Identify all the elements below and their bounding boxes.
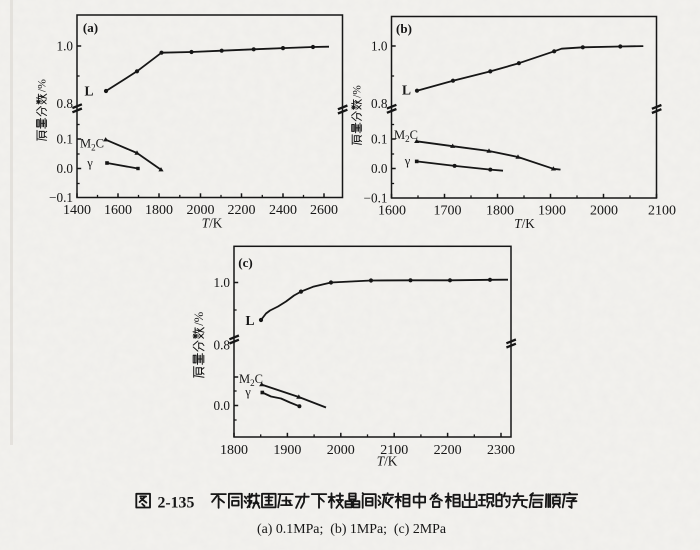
svg-text:2600: 2600 bbox=[310, 203, 338, 218]
svg-text:2000: 2000 bbox=[327, 443, 355, 458]
svg-text:0.8: 0.8 bbox=[214, 337, 231, 352]
svg-text:2200: 2200 bbox=[228, 203, 256, 218]
svg-text:(a) 0.1MPa; (b) 1MPa; (c) 2M: (a) 0.1MPa; (b) 1MPa; (c) 2MPa bbox=[257, 522, 446, 537]
svg-text:γ: γ bbox=[86, 156, 93, 170]
svg-text:/%: /% bbox=[192, 311, 206, 325]
svg-text:γ: γ bbox=[404, 154, 411, 168]
svg-text:1800: 1800 bbox=[145, 203, 173, 218]
svg-text:/%: /% bbox=[35, 79, 49, 92]
svg-text:1.0: 1.0 bbox=[371, 38, 388, 53]
svg-text:/%: /% bbox=[351, 85, 363, 98]
svg-text:2000: 2000 bbox=[187, 203, 215, 218]
svg-text:1700: 1700 bbox=[434, 204, 462, 219]
svg-text:γ: γ bbox=[244, 385, 251, 399]
svg-text:2000: 2000 bbox=[590, 204, 618, 219]
svg-text:(c): (c) bbox=[238, 255, 252, 270]
svg-text:T/K: T/K bbox=[377, 454, 398, 469]
svg-text:L: L bbox=[245, 313, 254, 328]
svg-text:(b): (b) bbox=[396, 21, 412, 36]
svg-text:M2C: M2C bbox=[80, 137, 104, 153]
svg-text:0.0: 0.0 bbox=[371, 161, 388, 176]
svg-text:2-135: 2-135 bbox=[158, 495, 195, 512]
svg-text:−0.1: −0.1 bbox=[364, 190, 388, 205]
svg-text:0.8: 0.8 bbox=[371, 96, 388, 111]
svg-text:M2C: M2C bbox=[239, 372, 263, 388]
svg-text:1900: 1900 bbox=[538, 204, 566, 219]
svg-text:(a): (a) bbox=[83, 20, 98, 35]
svg-text:M2C: M2C bbox=[394, 128, 418, 144]
svg-text:2200: 2200 bbox=[434, 443, 462, 458]
svg-text:1800: 1800 bbox=[486, 204, 514, 219]
svg-text:1.0: 1.0 bbox=[214, 275, 231, 290]
svg-text:0.0: 0.0 bbox=[57, 161, 74, 176]
svg-text:1900: 1900 bbox=[273, 443, 301, 458]
svg-text:1400: 1400 bbox=[63, 203, 91, 218]
svg-text:L: L bbox=[402, 83, 411, 98]
svg-text:1600: 1600 bbox=[378, 204, 406, 219]
svg-text:0.0: 0.0 bbox=[214, 398, 231, 413]
svg-text:T/K: T/K bbox=[202, 216, 223, 231]
svg-text:0.1: 0.1 bbox=[57, 131, 73, 146]
svg-text:L: L bbox=[84, 84, 93, 99]
svg-text:2100: 2100 bbox=[380, 443, 408, 458]
svg-text:1800: 1800 bbox=[220, 443, 248, 458]
svg-text:2300: 2300 bbox=[487, 443, 515, 458]
svg-text:2100: 2100 bbox=[648, 204, 676, 219]
svg-text:0.1: 0.1 bbox=[371, 131, 387, 146]
svg-text:T/K: T/K bbox=[514, 216, 535, 231]
svg-text:0.8: 0.8 bbox=[57, 96, 74, 111]
svg-text:−0.1: −0.1 bbox=[49, 190, 73, 205]
svg-text:1.0: 1.0 bbox=[57, 38, 74, 53]
svg-text:1600: 1600 bbox=[104, 203, 132, 218]
svg-text:2400: 2400 bbox=[269, 203, 297, 218]
